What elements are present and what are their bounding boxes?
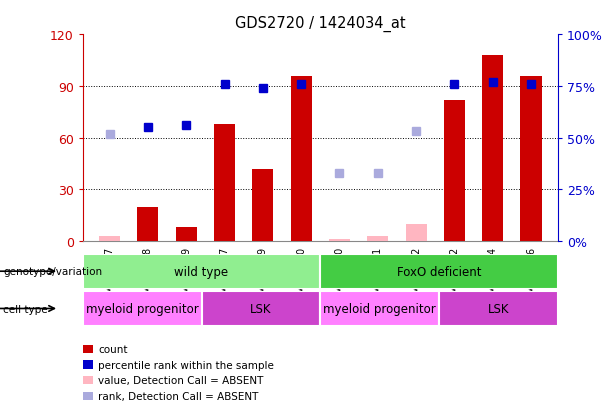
- Bar: [202, 291, 321, 326]
- Bar: [367, 236, 388, 242]
- Bar: [329, 240, 350, 242]
- Text: LSK: LSK: [250, 302, 272, 315]
- Text: genotype/variation: genotype/variation: [3, 267, 102, 277]
- Bar: [321, 254, 558, 289]
- Bar: [520, 76, 541, 242]
- Text: myeloid progenitor: myeloid progenitor: [323, 302, 436, 315]
- Text: cell type: cell type: [3, 304, 48, 314]
- Bar: [137, 207, 158, 242]
- Bar: [406, 224, 427, 242]
- Text: wild type: wild type: [175, 265, 229, 278]
- Bar: [444, 100, 465, 242]
- Bar: [253, 169, 273, 242]
- Bar: [482, 56, 503, 242]
- Text: rank, Detection Call = ABSENT: rank, Detection Call = ABSENT: [98, 391, 259, 401]
- Bar: [83, 254, 321, 289]
- Bar: [176, 228, 197, 242]
- Bar: [83, 291, 202, 326]
- Bar: [214, 125, 235, 242]
- Text: myeloid progenitor: myeloid progenitor: [86, 302, 199, 315]
- Bar: [321, 291, 439, 326]
- Bar: [439, 291, 558, 326]
- Bar: [99, 236, 120, 242]
- Text: LSK: LSK: [488, 302, 509, 315]
- Title: GDS2720 / 1424034_at: GDS2720 / 1424034_at: [235, 16, 406, 32]
- Text: FoxO deficient: FoxO deficient: [397, 265, 481, 278]
- Text: percentile rank within the sample: percentile rank within the sample: [98, 360, 274, 370]
- Bar: [291, 76, 311, 242]
- Text: value, Detection Call = ABSENT: value, Detection Call = ABSENT: [98, 375, 264, 385]
- Text: count: count: [98, 344, 128, 354]
